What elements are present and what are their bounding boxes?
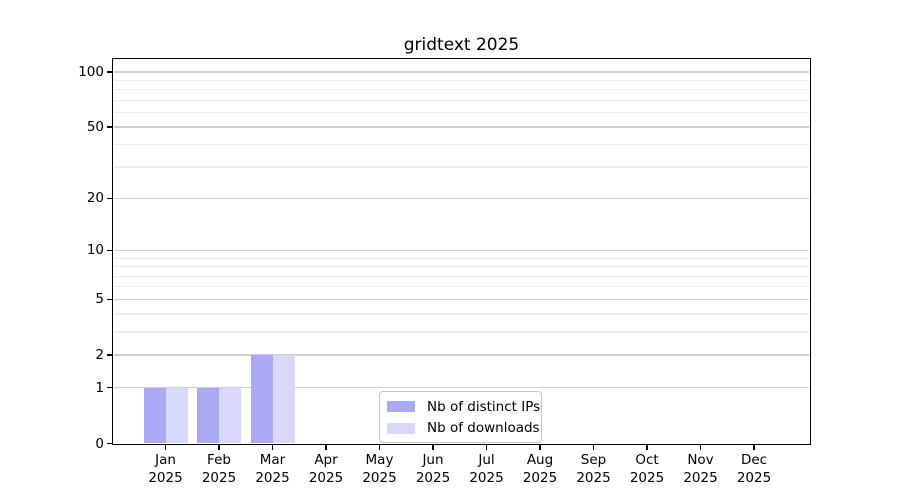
- plot-area: [112, 58, 811, 445]
- grid-line-major: [114, 71, 809, 73]
- bar-distinct-ips: [143, 387, 166, 444]
- x-axis-tick-label: Jan 2025: [148, 452, 183, 486]
- x-tick-mark: [592, 445, 595, 450]
- grid-line-minor: [114, 166, 809, 168]
- x-tick-mark: [271, 445, 274, 450]
- legend-entry: Nb of downloads: [387, 420, 540, 438]
- y-axis-tick-label: 10: [86, 242, 104, 259]
- grid-line-major: [114, 126, 809, 128]
- y-tick-mark: [107, 354, 112, 356]
- x-axis-tick-label: Sep 2025: [576, 452, 611, 486]
- x-tick-mark: [485, 445, 488, 450]
- x-axis-tick-label: Jun 2025: [415, 452, 451, 486]
- y-axis-tick-label: 0: [95, 435, 104, 452]
- legend: Nb of distinct IPs Nb of downloads: [379, 391, 542, 443]
- bar-distinct-ips: [250, 355, 273, 444]
- x-tick-mark: [432, 445, 434, 450]
- legend-entry: Nb of distinct IPs: [387, 398, 540, 416]
- grid-line-major: [114, 354, 809, 356]
- legend-swatch: [387, 401, 415, 413]
- x-axis-tick-label: Nov 2025: [683, 452, 718, 486]
- chart-title: gridtext 2025: [403, 35, 520, 55]
- x-axis-tick-label: Dec 2025: [736, 452, 772, 486]
- y-tick-mark: [107, 442, 112, 445]
- grid-line-major: [114, 249, 809, 252]
- x-tick-mark: [699, 445, 702, 450]
- x-tick-mark: [164, 445, 167, 450]
- y-tick-mark: [107, 126, 112, 128]
- y-axis-tick-label: 5: [95, 291, 104, 308]
- x-tick-mark: [325, 445, 327, 450]
- grid-line-minor: [114, 257, 809, 259]
- legend-label: Nb of distinct IPs: [427, 398, 541, 415]
- y-axis-tick-label: 100: [78, 64, 104, 81]
- y-tick-mark: [107, 298, 112, 300]
- legend-swatch: [387, 422, 415, 434]
- x-axis-tick-label: Aug 2025: [522, 452, 558, 486]
- x-tick-mark: [378, 445, 381, 450]
- bar-downloads: [165, 387, 188, 444]
- grid-line-minor: [114, 89, 809, 91]
- x-tick-mark: [539, 445, 541, 450]
- grid-line-minor: [114, 143, 809, 146]
- y-tick-mark: [107, 71, 112, 73]
- grid-line-minor: [114, 313, 809, 315]
- x-tick-mark: [218, 445, 220, 450]
- grid-line-major: [114, 298, 809, 300]
- y-axis-tick-label: 20: [86, 190, 104, 207]
- x-tick-mark: [646, 445, 648, 450]
- y-axis-tick-label: 2: [95, 347, 104, 364]
- x-axis-tick-label: May 2025: [362, 452, 397, 486]
- grid-line-minor: [114, 286, 809, 288]
- x-axis-tick-label: Oct 2025: [629, 452, 665, 486]
- y-tick-mark: [107, 387, 112, 389]
- grid-line-minor: [114, 79, 809, 81]
- y-axis-tick-label: 50: [86, 119, 104, 136]
- bar-downloads: [272, 355, 295, 444]
- bar-distinct-ips: [197, 387, 219, 444]
- x-axis-tick-label: Apr 2025: [308, 452, 344, 486]
- x-axis-tick-label: Mar 2025: [255, 452, 290, 486]
- bar-downloads: [219, 387, 241, 444]
- x-tick-mark: [753, 445, 755, 450]
- y-axis-tick-label: 1: [95, 379, 104, 396]
- legend-label: Nb of downloads: [427, 420, 540, 437]
- grid-line-minor: [114, 275, 809, 277]
- x-axis-tick-label: Jul 2025: [469, 452, 504, 486]
- grid-line-major: [114, 387, 809, 389]
- grid-line-minor: [114, 331, 809, 333]
- y-tick-mark: [107, 197, 112, 200]
- grid-line-minor: [114, 266, 809, 268]
- grid-line-minor: [114, 99, 809, 101]
- grid-line-major: [114, 197, 809, 200]
- y-tick-mark: [107, 249, 112, 252]
- grid-line-minor: [114, 112, 809, 114]
- x-axis-tick-label: Feb 2025: [201, 452, 237, 486]
